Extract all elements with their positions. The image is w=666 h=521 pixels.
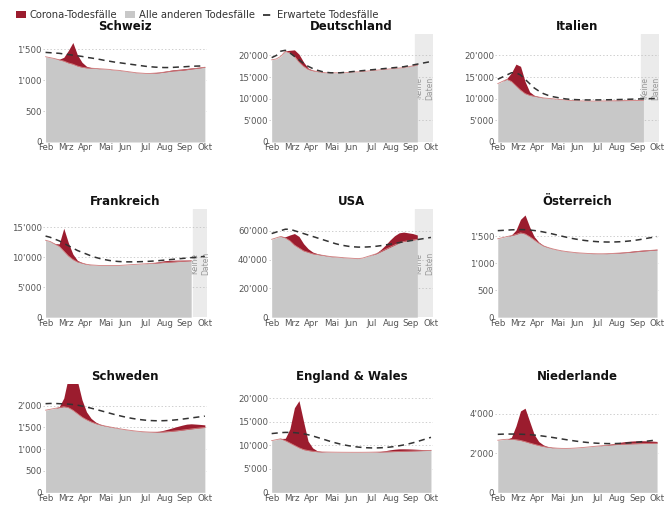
- Text: Keine
Daten: Keine Daten: [190, 252, 210, 275]
- Title: Frankreich: Frankreich: [90, 195, 161, 208]
- Text: Keine
Daten: Keine Daten: [414, 252, 434, 275]
- Title: Schweden: Schweden: [91, 370, 159, 383]
- Title: Niederlande: Niederlande: [537, 370, 618, 383]
- Title: USA: USA: [338, 195, 365, 208]
- Title: Schweiz: Schweiz: [99, 20, 152, 33]
- Title: Italien: Italien: [556, 20, 599, 33]
- Bar: [641, 34, 659, 142]
- Text: Keine
Daten: Keine Daten: [641, 76, 660, 100]
- Title: Österreich: Österreich: [543, 195, 612, 208]
- Legend: Corona-Todesfälle, Alle anderen Todesfälle, Erwartete Todesfälle: Corona-Todesfälle, Alle anderen Todesfäl…: [12, 6, 383, 24]
- Bar: [415, 209, 434, 317]
- Bar: [194, 209, 207, 317]
- Title: Deutschland: Deutschland: [310, 20, 393, 33]
- Text: Keine
Daten: Keine Daten: [414, 76, 434, 100]
- Bar: [415, 34, 434, 142]
- Title: England & Wales: England & Wales: [296, 370, 407, 383]
